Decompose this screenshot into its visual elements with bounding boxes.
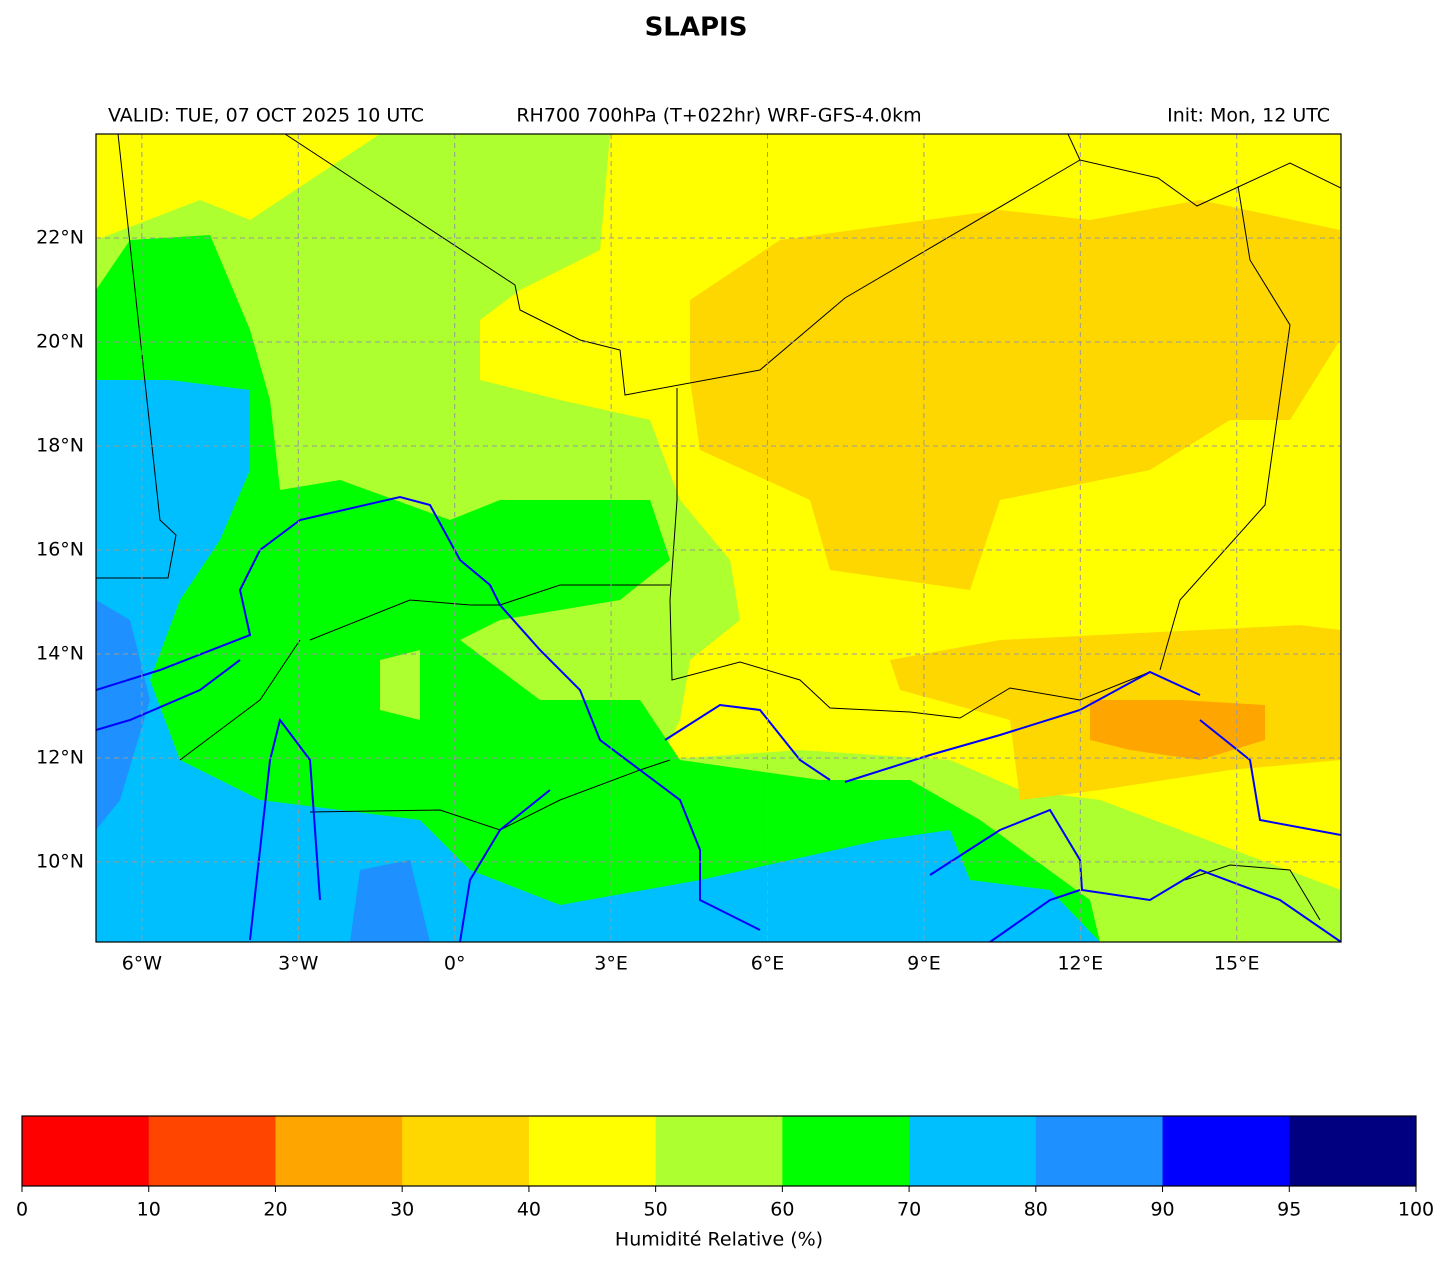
colorbar: 0 10 20 30 40 50 60 70 80 90 95 100	[16, 1115, 1434, 1221]
x-tick-label: 15°E	[1214, 953, 1260, 975]
colorbar-tick-label: 40	[517, 1199, 541, 1221]
y-tick-label: 10°N	[36, 850, 84, 872]
y-tick-label: 18°N	[36, 434, 84, 456]
colorbar-segment	[1162, 1116, 1290, 1186]
colorbar-segment	[655, 1116, 783, 1186]
title: SLAPIS	[645, 13, 748, 43]
colorbar-tick-label: 100	[1398, 1199, 1434, 1221]
colorbar-segment	[148, 1116, 276, 1186]
colorbar-tick-label: 60	[770, 1199, 794, 1221]
colorbar-segment	[275, 1116, 403, 1186]
colorbar-label: Humidité Relative (%)	[615, 1229, 823, 1251]
x-tick-label: 3°W	[278, 953, 319, 975]
colorbar-segment	[909, 1116, 1037, 1186]
colorbar-tick-label: 50	[644, 1199, 668, 1221]
y-tick-label: 12°N	[36, 746, 84, 768]
map-frame	[95, 133, 1342, 943]
colorbar-segment	[528, 1116, 657, 1186]
colorbar-tick-label: 0	[16, 1199, 28, 1221]
colorbar-segment	[782, 1116, 910, 1186]
colorbar-tick-label: 30	[390, 1199, 414, 1221]
valid-time: VALID: TUE, 07 OCT 2025 10 UTC	[108, 105, 424, 127]
x-tick-label: 9°E	[907, 953, 941, 975]
colorbar-tick-label: 80	[1024, 1199, 1048, 1221]
colorbar-segment	[1289, 1116, 1417, 1186]
colorbar-tick-label: 20	[263, 1199, 287, 1221]
colorbar-tick-label: 70	[897, 1199, 921, 1221]
x-tick-label: 0°	[444, 953, 466, 975]
x-tick-label: 12°E	[1057, 953, 1103, 975]
product: RH700 700hPa (T+022hr) WRF-GFS-4.0km	[516, 105, 921, 127]
grid	[96, 134, 1341, 942]
colorbar-tick-label: 90	[1150, 1199, 1174, 1221]
x-tick-label: 3°E	[594, 953, 628, 975]
y-tick-label: 22°N	[36, 226, 84, 248]
axes: 6°W 3°W 0° 3°E 6°E 9°E 12°E 15°E 10°N 12°N 14°N 16°…	[36, 226, 1259, 974]
colorbar-tick-label: 10	[137, 1199, 161, 1221]
map-field	[96, 134, 1341, 942]
x-tick-label: 6°E	[751, 953, 785, 975]
colorbar-tick-label: 95	[1277, 1199, 1301, 1221]
colorbar-segment	[1035, 1116, 1164, 1186]
y-tick-label: 14°N	[36, 642, 84, 664]
init-time: Init: Mon, 12 UTC	[1167, 105, 1330, 127]
x-tick-label: 6°W	[122, 953, 163, 975]
colorbar-segment	[402, 1116, 530, 1186]
colorbar-segment	[22, 1116, 150, 1186]
y-tick-label: 20°N	[36, 330, 84, 352]
colorbar-frame	[21, 1115, 1417, 1187]
y-tick-label: 16°N	[36, 538, 84, 560]
